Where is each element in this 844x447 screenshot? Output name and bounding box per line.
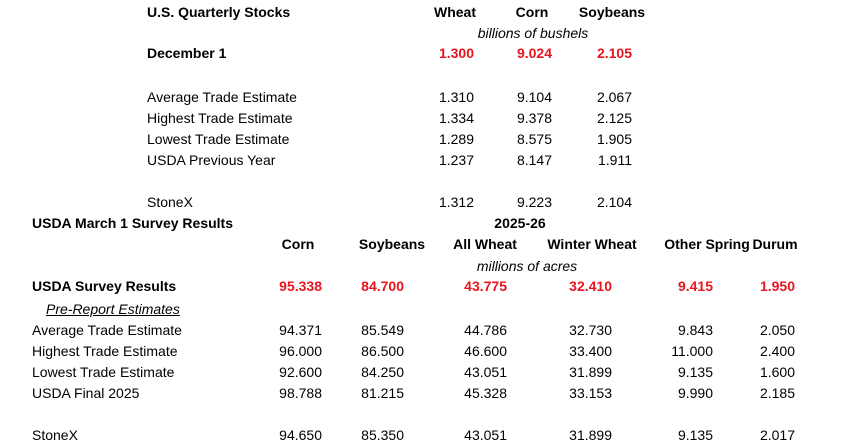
cell: 2.185 — [759, 385, 795, 401]
cell: 86.500 — [361, 343, 404, 359]
cell: 1.237 — [438, 152, 474, 168]
row-label: Highest Trade Estimate — [147, 110, 293, 126]
table-title: U.S. Quarterly Stocks — [147, 4, 291, 20]
cell: 9.843 — [677, 322, 713, 338]
row-label: Lowest Trade Estimate — [147, 131, 290, 147]
cell: 32.410 — [569, 278, 612, 294]
cell: 43.051 — [464, 427, 507, 443]
cell: 43.775 — [464, 278, 507, 294]
cell: 81.215 — [361, 385, 404, 401]
cell: 84.250 — [361, 364, 404, 380]
column-header: Soybeans — [578, 4, 646, 20]
cell: 2.067 — [596, 89, 632, 105]
cell: 33.400 — [569, 343, 612, 359]
cell: 95.338 — [279, 278, 322, 294]
cell: 2.400 — [759, 343, 795, 359]
cell: 1.310 — [438, 89, 474, 105]
cell: 2.050 — [759, 322, 795, 338]
cell: 2.105 — [596, 45, 632, 61]
row-label: USDA Survey Results — [32, 278, 177, 294]
cell: 9.104 — [516, 89, 552, 105]
row-label: Average Trade Estimate — [147, 89, 297, 105]
cell: 94.371 — [279, 322, 322, 338]
row-label: USDA Previous Year — [147, 152, 276, 168]
table-title: USDA March 1 Survey Results — [32, 215, 233, 231]
column-header: All Wheat — [453, 236, 517, 252]
cell: 43.051 — [464, 364, 507, 380]
column-header: Durum — [752, 236, 798, 252]
cell: 9.990 — [677, 385, 713, 401]
cell: 1.334 — [438, 110, 474, 126]
row-label: Average Trade Estimate — [32, 322, 182, 338]
cell: 32.730 — [569, 322, 612, 338]
cell: 45.328 — [464, 385, 507, 401]
row-label: Highest Trade Estimate — [32, 343, 178, 359]
column-header: Corn — [515, 4, 549, 20]
unit-label: billions of bushels — [477, 25, 589, 41]
cell: 2.017 — [759, 427, 795, 443]
cell: 9.135 — [677, 364, 713, 380]
cell: 2.104 — [596, 194, 632, 210]
column-header: Wheat — [434, 4, 476, 20]
cell: 9.378 — [516, 110, 552, 126]
cell: 44.786 — [464, 322, 507, 338]
cell: 85.350 — [361, 427, 404, 443]
cell: 1.300 — [438, 45, 474, 61]
cell: 2.125 — [596, 110, 632, 126]
column-header: Corn — [281, 236, 315, 252]
cell: 98.788 — [279, 385, 322, 401]
cell: 1.600 — [759, 364, 795, 380]
cell: 1.950 — [759, 278, 795, 294]
cell: 9.223 — [516, 194, 552, 210]
column-header: Winter Wheat — [547, 236, 637, 252]
subheading: Pre-Report Estimates — [46, 301, 180, 317]
cell: 85.549 — [361, 322, 404, 338]
cell: 31.899 — [569, 364, 612, 380]
cell: 9.135 — [677, 427, 713, 443]
unit-label: millions of acres — [476, 258, 578, 274]
row-label: Lowest Trade Estimate — [32, 364, 175, 380]
cell: 8.575 — [516, 131, 552, 147]
cell: 1.911 — [598, 152, 632, 168]
cell: 11.000 — [671, 343, 713, 359]
year-label: 2025-26 — [494, 215, 546, 231]
cell: 96.000 — [279, 343, 322, 359]
row-label: StoneX — [32, 427, 78, 443]
cell: 31.899 — [569, 427, 612, 443]
cell: 9.415 — [677, 278, 713, 294]
row-label: StoneX — [147, 194, 193, 210]
column-header: Other Spring — [664, 236, 750, 252]
cell: 84.700 — [361, 278, 404, 294]
cell: 94.650 — [279, 427, 322, 443]
cell: 9.024 — [516, 45, 552, 61]
cell: 33.153 — [569, 385, 612, 401]
cell: 1.905 — [596, 131, 632, 147]
cell: 46.600 — [464, 343, 507, 359]
cell: 1.312 — [438, 194, 474, 210]
row-label: USDA Final 2025 — [32, 385, 140, 401]
column-header: Soybeans — [358, 236, 426, 252]
cell: 92.600 — [279, 364, 322, 380]
row-label: December 1 — [147, 45, 227, 61]
cell: 8.147 — [516, 152, 552, 168]
cell: 1.289 — [438, 131, 474, 147]
